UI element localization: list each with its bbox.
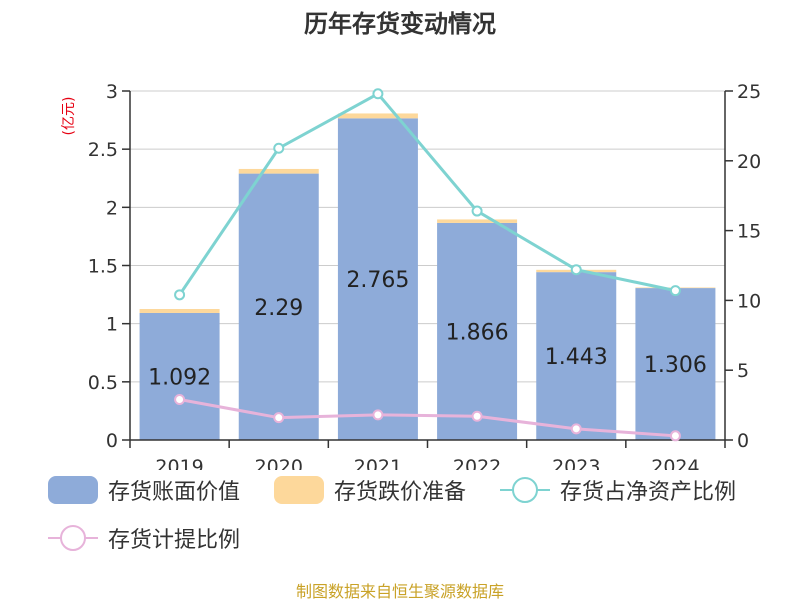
legend-label: 存货跌价准备 (334, 480, 467, 505)
y-right-tick-label: 25 (737, 81, 761, 103)
legend-swatch (48, 525, 98, 551)
point-net-asset-ratio (372, 88, 384, 100)
source-note: 制图数据来自恒生聚源数据库 (295, 582, 504, 601)
legend-label: 存货账面价值 (108, 480, 241, 505)
y-left-tick-label: 2.5 (88, 139, 118, 161)
bar-data-label: 2.29 (254, 296, 303, 321)
chart-plot: 0 0.5 1 1.5 2 2.5 3 0 5 10 15 20 25 (亿元) 2019 2020 2021 2… (61, 81, 761, 470)
y-right-tick-label: 20 (737, 151, 761, 173)
x-tick-label: 2020 (255, 456, 303, 470)
bar-data-label: 1.443 (545, 345, 608, 370)
bar-data-label: 1.306 (644, 353, 707, 378)
y-left-tick-label: 3 (106, 81, 118, 103)
legend-item-book-value[interactable]: 存货账面价值 (48, 474, 240, 506)
bar-data-label: 1.092 (148, 365, 211, 390)
bar-data-label: 2.765 (346, 268, 409, 293)
x-tick-label: 2024 (651, 456, 699, 470)
bar-book-value (139, 312, 220, 440)
x-tick-label: 2021 (354, 456, 402, 470)
x-tick-label: 2019 (155, 456, 203, 470)
legend-label: 存货计提比例 (108, 528, 241, 553)
line-net-asset-ratio (178, 91, 676, 296)
legend-item-impairment[interactable]: 存货跌价准备 (274, 474, 466, 506)
point-net-asset-ratio (570, 264, 582, 276)
bar-impairment (337, 113, 418, 119)
y-right-tick-label: 0 (737, 430, 749, 452)
bar-book-value (238, 173, 319, 440)
x-tick-label: 2023 (552, 456, 600, 470)
y-left-tick-label: 2 (106, 197, 118, 219)
legend-swatch (274, 476, 324, 504)
x-tick-label: 2022 (453, 456, 501, 470)
legend-label: 存货占净资产比例 (560, 480, 737, 505)
bar-book-value (337, 118, 418, 441)
point-net-asset-ratio (471, 205, 483, 217)
point-net-asset-ratio (273, 142, 285, 154)
legend-item-net-asset-ratio[interactable]: 存货占净资产比例 (500, 474, 736, 506)
line-provision-ratio (179, 398, 676, 438)
y-right-tick-label: 5 (737, 360, 749, 382)
bar-impairment (437, 219, 518, 223)
legend-swatch (48, 476, 98, 504)
bar-book-value (635, 288, 716, 440)
point-provision-ratio (372, 409, 384, 421)
bar-data-label: 1.866 (446, 320, 509, 345)
bar-impairment (238, 168, 319, 174)
point-provision-ratio (174, 394, 186, 406)
bar-impairment (139, 309, 220, 313)
chart-title: 历年存货变动情况 (304, 10, 496, 38)
y-left-tick-label: 0.5 (88, 372, 118, 394)
point-provision-ratio (273, 412, 285, 424)
y-right-tick-label: 15 (737, 221, 761, 243)
point-provision-ratio (471, 410, 483, 422)
point-net-asset-ratio (174, 289, 186, 301)
y-left-unit-label: (亿元) (61, 97, 77, 136)
point-provision-ratio (570, 423, 582, 435)
y-left-tick-label: 1 (106, 314, 118, 336)
legend-item-provision-ratio[interactable]: 存货计提比例 (48, 522, 240, 554)
bar-book-value (536, 272, 617, 440)
legend-swatch (500, 477, 550, 503)
bar-book-value (437, 222, 518, 440)
y-right-tick-label: 10 (737, 290, 761, 312)
point-net-asset-ratio (669, 285, 681, 297)
y-left-tick-label: 1.5 (88, 256, 118, 278)
y-left-tick-label: 0 (106, 430, 118, 452)
point-provision-ratio (669, 430, 681, 442)
